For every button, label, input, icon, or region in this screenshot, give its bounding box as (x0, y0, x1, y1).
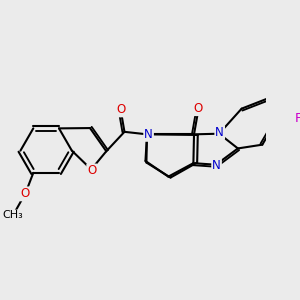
Text: O: O (87, 164, 97, 178)
Text: O: O (20, 188, 29, 200)
Text: O: O (117, 103, 126, 116)
Text: F: F (295, 112, 300, 125)
Text: N: N (212, 160, 221, 172)
Text: O: O (193, 102, 203, 115)
Text: CH₃: CH₃ (3, 210, 23, 220)
Text: N: N (144, 128, 153, 141)
Text: N: N (215, 126, 224, 139)
